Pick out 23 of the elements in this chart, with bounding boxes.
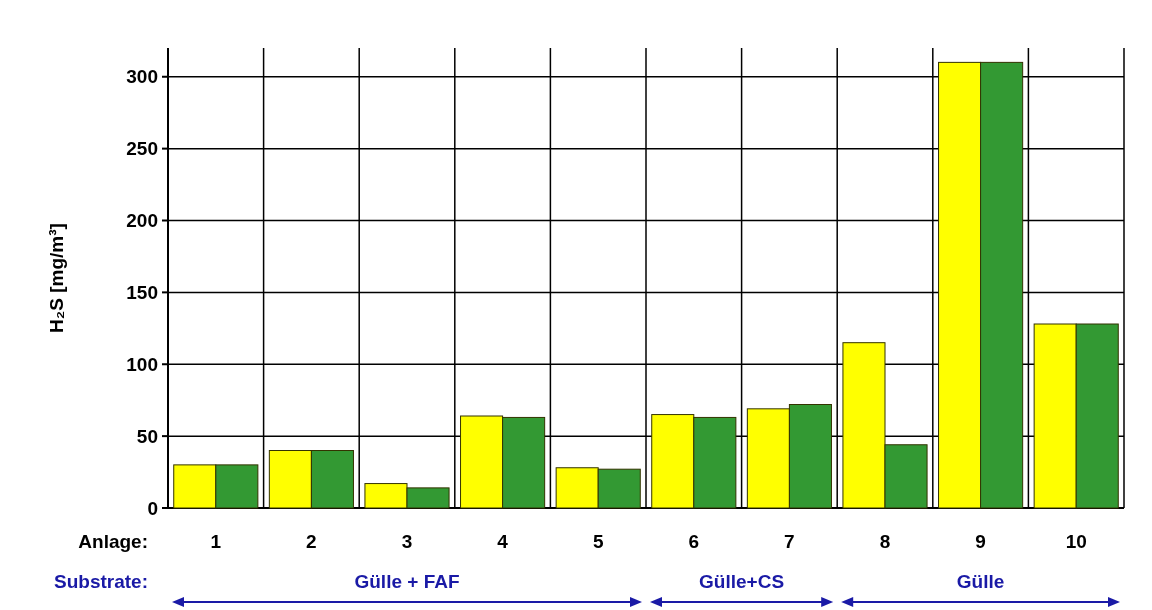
- text: Gülle+CS: [699, 571, 785, 592]
- text: Substrate:: [54, 571, 148, 592]
- x-tick-label: 3: [401, 531, 413, 552]
- x-tick-label: 9: [975, 531, 986, 552]
- x-tick-label: 2: [306, 531, 317, 552]
- y-tick-label: 200: [126, 210, 158, 232]
- y-tick-label: 0: [147, 497, 158, 519]
- text: Gülle + FAF: [354, 571, 460, 592]
- y-tick-label: 250: [126, 138, 158, 160]
- text: Gülle: [956, 571, 1005, 592]
- x-tick-label: 1: [210, 531, 222, 552]
- x-tick-label: 10: [1065, 531, 1087, 552]
- y-axis-title: H₂S [mg/m³]: [46, 223, 67, 333]
- y-tick-label: 100: [126, 353, 158, 375]
- x-tick-label: 6: [688, 531, 700, 552]
- x-tick-label: 5: [592, 531, 604, 552]
- x-tick-label: 8: [879, 531, 891, 552]
- x-axis-title: Anlage:: [78, 531, 148, 552]
- y-tick-label: 300: [126, 66, 158, 88]
- x-tick-label: 7: [784, 531, 795, 552]
- y-tick-label: 150: [126, 282, 158, 304]
- x-tick-label: 4: [497, 531, 509, 552]
- y-tick-label: 50: [136, 425, 158, 447]
